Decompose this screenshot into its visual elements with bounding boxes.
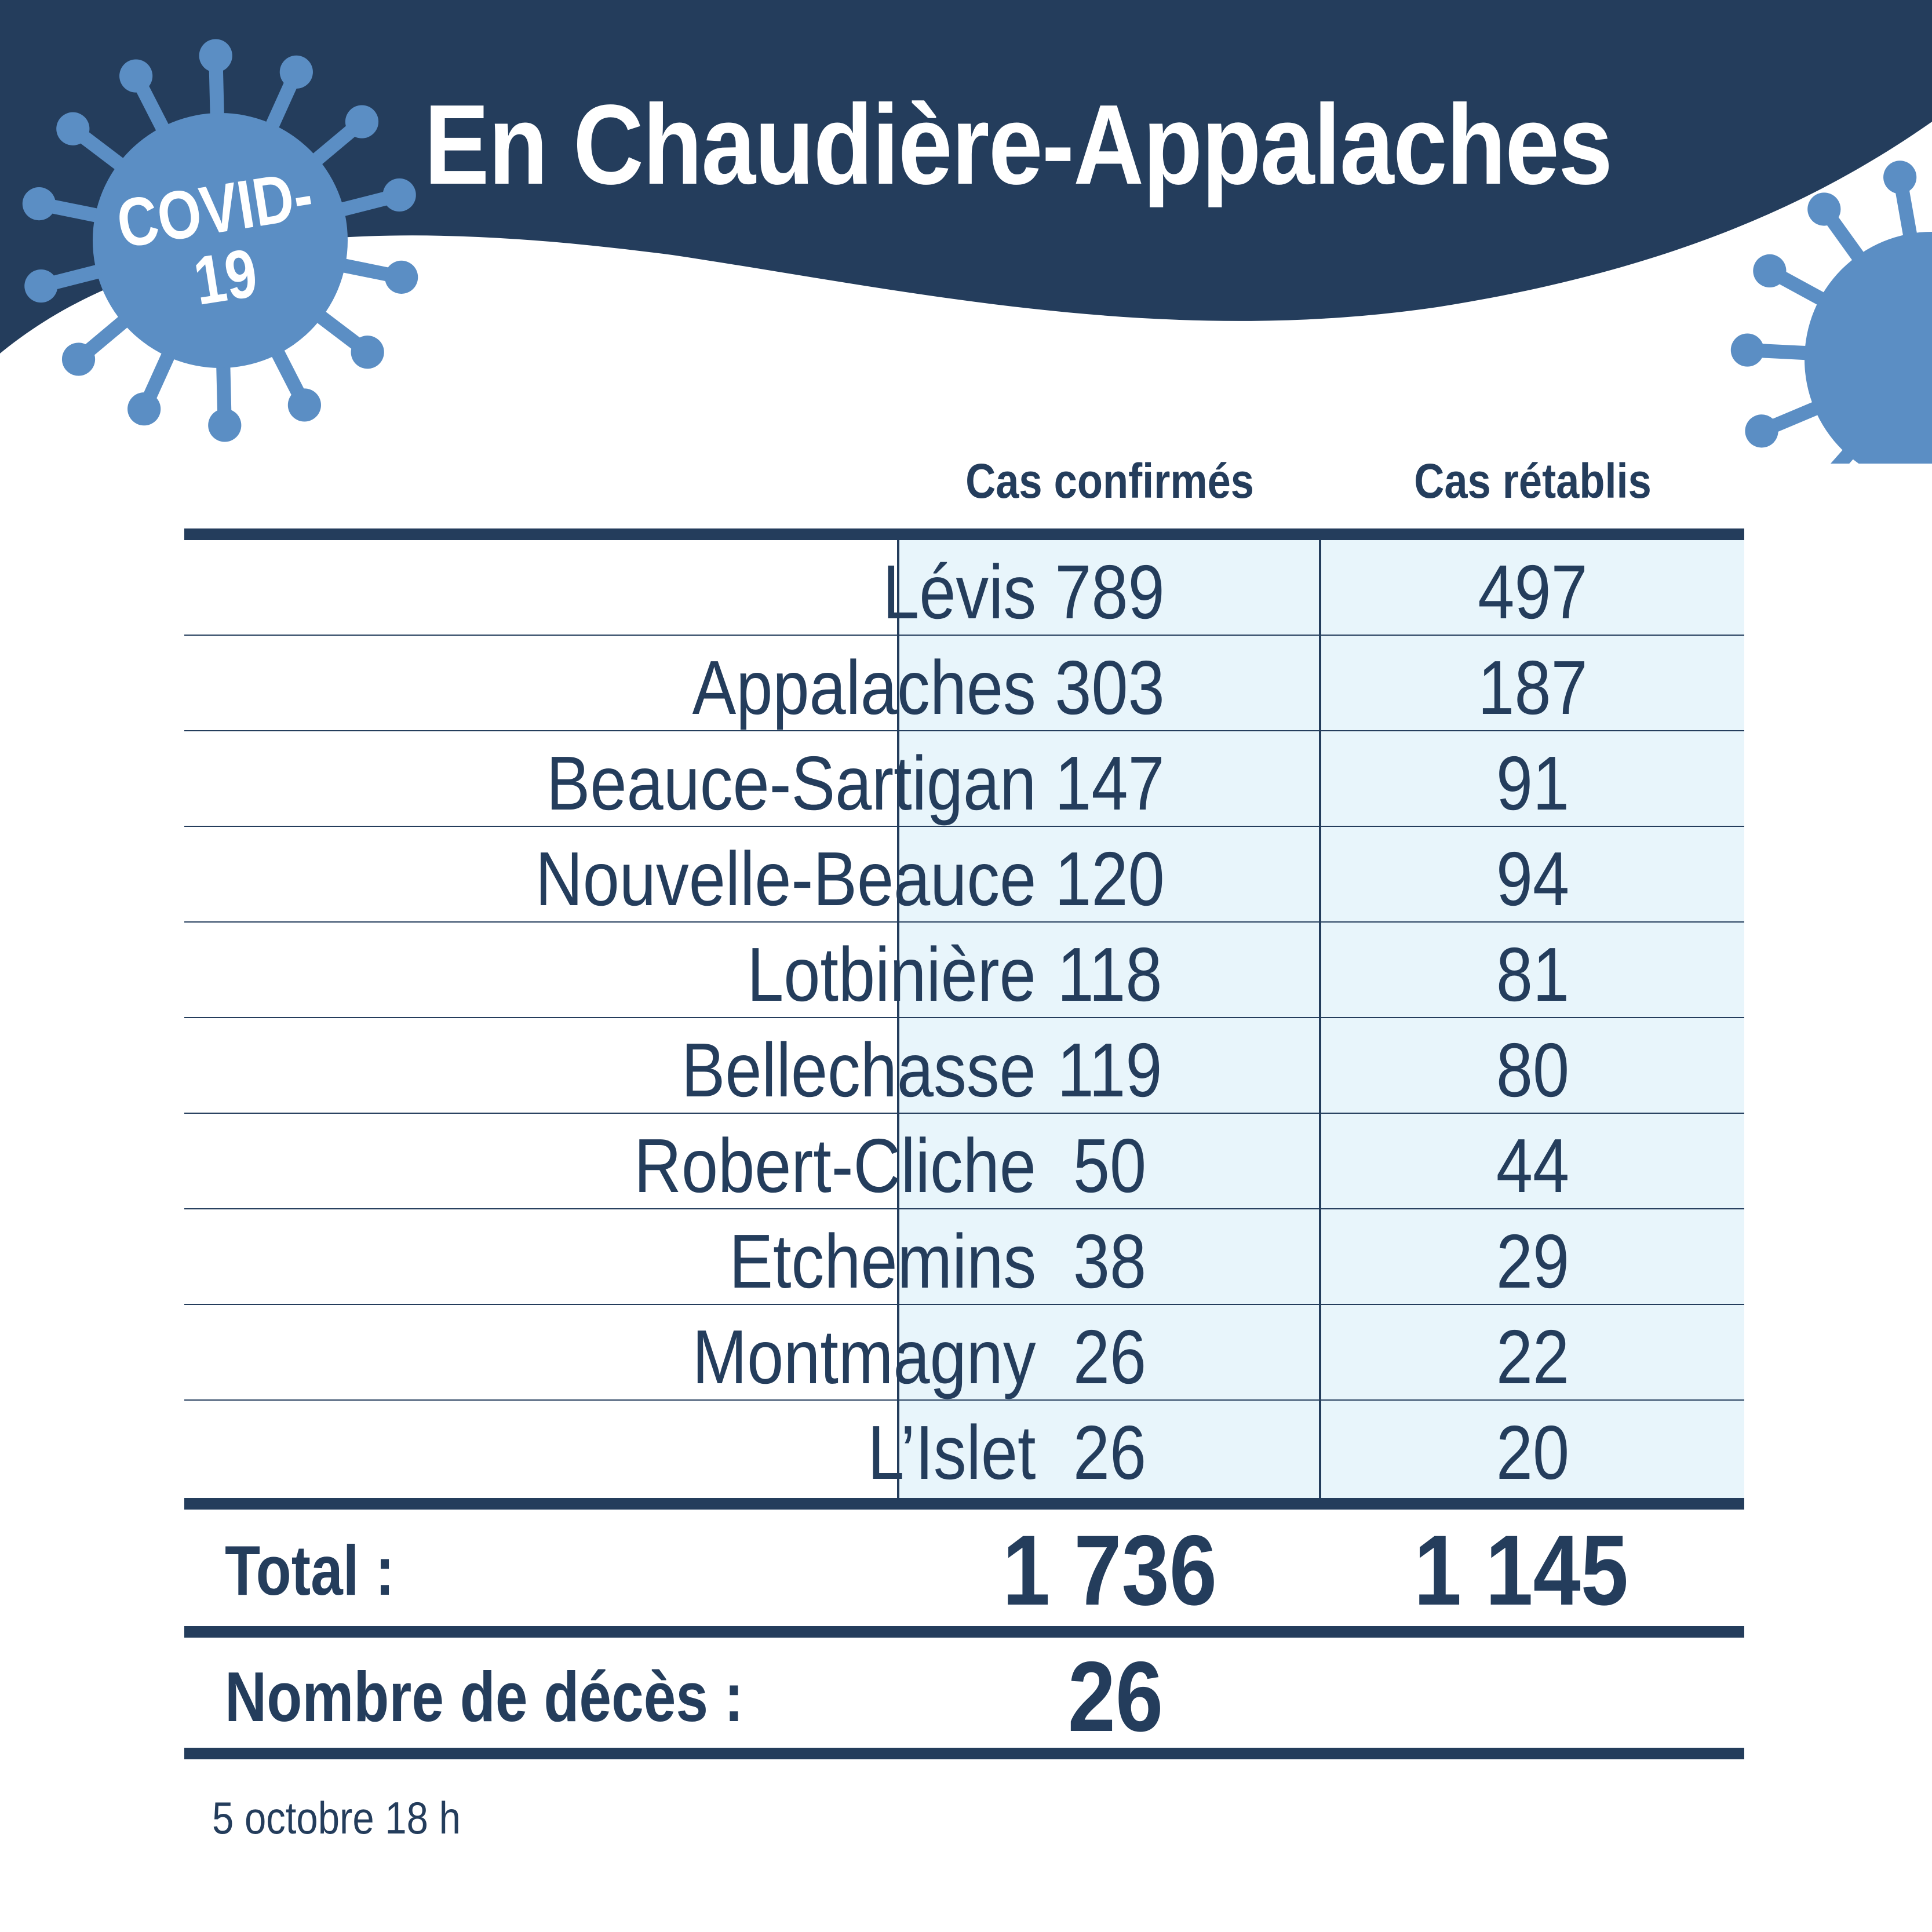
confirmed-cases: 147 bbox=[1055, 741, 1165, 826]
confirmed-cases: 38 bbox=[1073, 1219, 1147, 1304]
recovered-cases: 29 bbox=[1496, 1219, 1570, 1304]
total-recovered: 1 145 bbox=[1413, 1515, 1629, 1626]
recovered-cases: 91 bbox=[1496, 741, 1570, 826]
recovered-cases: 22 bbox=[1496, 1314, 1570, 1399]
region-name: Etchemins bbox=[729, 1219, 1036, 1304]
column-header-recovered: Cas rétablis bbox=[1414, 454, 1652, 508]
table-row: Robert-Cliche 50 44 bbox=[184, 1113, 1744, 1208]
table-row: Lévis 789 497 bbox=[184, 539, 1744, 635]
deaths-rule bbox=[184, 1748, 1744, 1759]
row-divider bbox=[184, 921, 1744, 923]
confirmed-cases: 303 bbox=[1055, 645, 1165, 730]
column-divider bbox=[897, 539, 899, 1498]
row-divider bbox=[184, 826, 1744, 827]
table-row: Appalaches 303 187 bbox=[184, 635, 1744, 730]
recovered-cases: 187 bbox=[1478, 645, 1588, 730]
page-title: En Chaudière-Appalaches bbox=[424, 81, 1613, 208]
table-row: Lotbinière 118 81 bbox=[184, 921, 1744, 1017]
region-name: Lotbinière bbox=[747, 932, 1036, 1017]
recovered-cases: 497 bbox=[1478, 549, 1588, 635]
region-name: Robert-Cliche bbox=[634, 1123, 1036, 1208]
row-divider bbox=[184, 1017, 1744, 1018]
total-confirmed: 1 736 bbox=[1002, 1515, 1217, 1626]
row-divider bbox=[184, 1399, 1744, 1401]
confirmed-cases: 26 bbox=[1073, 1314, 1147, 1399]
confirmed-cases: 50 bbox=[1073, 1123, 1147, 1208]
total-label: Total : bbox=[225, 1531, 395, 1610]
column-divider bbox=[1319, 539, 1321, 1498]
table-cells-background bbox=[898, 539, 1744, 1498]
recovered-cases: 20 bbox=[1496, 1410, 1570, 1495]
row-divider bbox=[184, 1304, 1744, 1305]
region-name: L’Islet bbox=[867, 1410, 1036, 1495]
table-top-rule bbox=[184, 528, 1744, 540]
recovered-cases: 44 bbox=[1496, 1123, 1570, 1208]
deaths-count: 26 bbox=[1067, 1641, 1164, 1752]
row-divider bbox=[184, 1208, 1744, 1209]
region-name: Beauce-Sartigan bbox=[546, 741, 1036, 826]
confirmed-cases: 789 bbox=[1055, 549, 1165, 635]
region-name: Bellechasse bbox=[681, 1027, 1036, 1113]
region-name: Nouvelle-Beauce bbox=[535, 836, 1036, 921]
confirmed-cases: 118 bbox=[1057, 932, 1162, 1017]
row-divider bbox=[184, 1113, 1744, 1114]
update-timestamp: 5 octobre 18 h bbox=[212, 1792, 461, 1843]
confirmed-cases: 119 bbox=[1057, 1027, 1162, 1113]
recovered-cases: 81 bbox=[1496, 932, 1570, 1017]
row-divider bbox=[184, 635, 1744, 636]
virus-icon bbox=[22, 39, 418, 442]
region-name: Montmagny bbox=[692, 1314, 1036, 1399]
header-wave bbox=[0, 0, 1932, 353]
deaths-label: Nombre de décès : bbox=[225, 1657, 744, 1736]
region-name: Lévis bbox=[882, 549, 1036, 635]
totals-rule bbox=[184, 1626, 1744, 1638]
table-row: Etchemins 38 29 bbox=[184, 1208, 1744, 1304]
column-header-confirmed: Cas confirmés bbox=[965, 454, 1254, 508]
confirmed-cases: 120 bbox=[1055, 836, 1165, 921]
table-row: Montmagny 26 22 bbox=[184, 1304, 1744, 1399]
confirmed-cases: 26 bbox=[1073, 1410, 1147, 1495]
table-bottom-rule bbox=[184, 1498, 1744, 1510]
recovered-cases: 94 bbox=[1496, 836, 1570, 921]
virus-icon bbox=[1730, 161, 1932, 464]
header-banner bbox=[0, 0, 1932, 464]
table-row: Beauce-Sartigan 147 91 bbox=[184, 730, 1744, 826]
row-divider bbox=[184, 730, 1744, 731]
table-row: Bellechasse 119 80 bbox=[184, 1017, 1744, 1113]
table-row: L’Islet 26 20 bbox=[184, 1399, 1744, 1495]
region-name: Appalaches bbox=[692, 645, 1036, 730]
recovered-cases: 80 bbox=[1496, 1027, 1570, 1113]
table-row: Nouvelle-Beauce 120 94 bbox=[184, 826, 1744, 921]
